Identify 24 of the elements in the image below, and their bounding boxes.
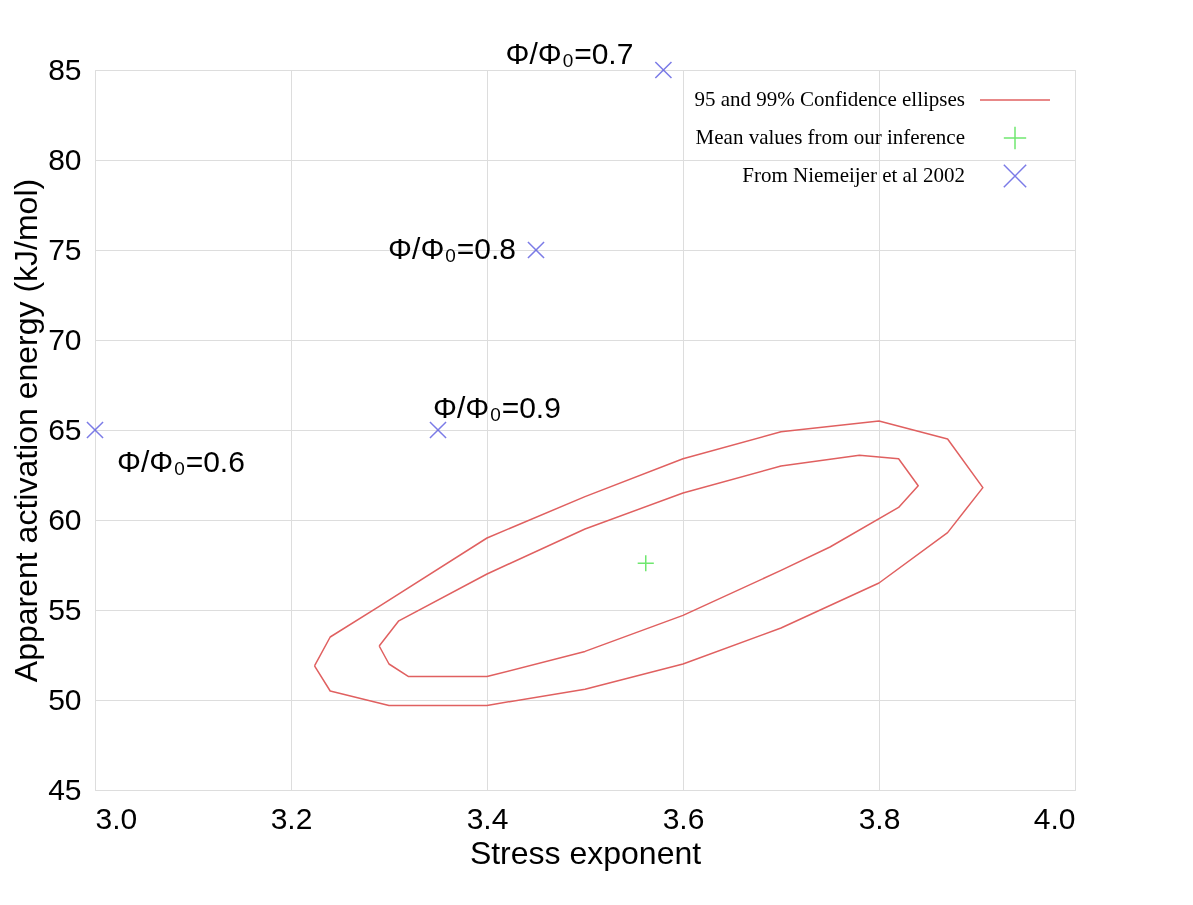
x-tick-label: 3.4 <box>466 801 509 835</box>
x-tick-label: 3.8 <box>858 801 901 835</box>
annotation: Φ/Φ₀=0.9 <box>433 391 561 424</box>
annotation: Φ/Φ₀=0.7 <box>505 37 634 70</box>
x-tick-label: 3.6 <box>662 801 705 835</box>
legend-label: Mean values from our inference <box>695 125 965 149</box>
y-tick-label: 65 <box>48 412 82 446</box>
x-axis-title: Stress exponent <box>469 834 702 871</box>
y-tick-label: 75 <box>48 232 82 266</box>
annotation: Φ/Φ₀=0.6 <box>117 445 245 478</box>
x-tick-label: 4.0 <box>1033 801 1076 835</box>
legend-label: 95 and 99% Confidence ellipses <box>694 87 965 111</box>
x-tick-label: 3.0 <box>95 801 138 835</box>
y-axis-title: Apparent activation energy (kJ/mol) <box>8 178 45 683</box>
y-tick-label: 85 <box>48 52 82 86</box>
y-tick-label: 70 <box>48 322 82 356</box>
y-tick-label: 60 <box>48 502 82 536</box>
y-tick-label: 50 <box>48 682 82 716</box>
y-tick-label: 55 <box>48 592 82 626</box>
y-tick-label: 80 <box>48 142 82 176</box>
legend-label: From Niemeijer et al 2002 <box>742 163 965 187</box>
annotation: Φ/Φ₀=0.8 <box>388 232 516 265</box>
x-tick-label: 3.2 <box>270 801 313 835</box>
y-tick-label: 45 <box>48 772 82 806</box>
